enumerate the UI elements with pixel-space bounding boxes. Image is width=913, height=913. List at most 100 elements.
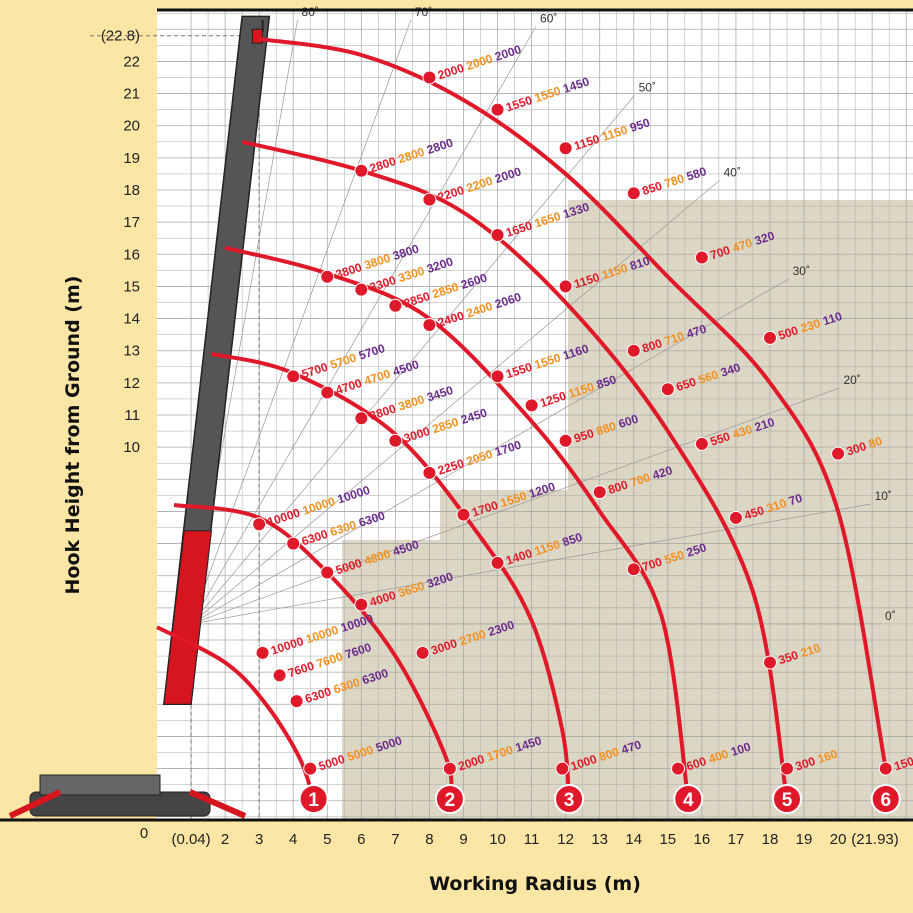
load-value: 710 <box>659 329 686 350</box>
x-tick-label: 2 <box>221 831 229 848</box>
load-value: 430 <box>728 422 755 443</box>
x-tick-label: 13 <box>591 831 608 848</box>
y-tick-label: 21 <box>123 86 140 103</box>
load-label: 450 310 70 <box>743 491 805 523</box>
angle-ray <box>190 26 537 625</box>
curve-badge-number: 5 <box>782 790 793 811</box>
x-tick-label: 4 <box>289 831 297 848</box>
load-label: 1550 1550 1160 <box>504 341 591 381</box>
load-label: 800 700 420 <box>606 463 674 497</box>
angle-rays: 80˚ 70˚ 60˚ 50˚ 40˚ 30˚ 20˚ 10˚ 0˚ <box>190 5 896 625</box>
load-point <box>422 318 437 332</box>
load-point <box>490 555 505 570</box>
load-value: 250 <box>682 540 709 561</box>
y-tick-label: 22 <box>123 53 140 70</box>
load-point <box>320 565 335 580</box>
x-tick-label: (0.04) <box>171 831 210 848</box>
angle-label: 30˚ <box>793 264 810 278</box>
curve-badge-number: 4 <box>683 790 694 811</box>
load-label: 150 <box>892 754 913 774</box>
load-value: 850 <box>557 530 584 551</box>
crane-outrigger-right <box>188 789 247 819</box>
load-point <box>354 163 369 178</box>
load-point <box>354 411 369 426</box>
load-point <box>592 485 607 500</box>
load-value: 800 <box>606 477 630 497</box>
y-tick-label: 17 <box>123 214 140 231</box>
load-point <box>728 510 743 525</box>
x-tick-label: 18 <box>762 831 779 848</box>
load-point <box>831 446 846 461</box>
load-value: 780 <box>659 171 686 192</box>
load-label: 650 560 340 <box>674 360 742 394</box>
load-value: 950 <box>572 426 596 446</box>
load-point <box>255 645 270 660</box>
x-tick-label: 5 <box>323 831 331 848</box>
x-tick-label: 6 <box>357 831 365 848</box>
load-label: 950 880 600 <box>572 412 640 446</box>
curve-badge-number: 2 <box>445 790 456 811</box>
curve-badge-2 <box>434 784 465 814</box>
angle-label: 70˚ <box>415 5 432 19</box>
load-value: 470 <box>728 236 755 257</box>
x-tick-label: 10 <box>489 831 506 848</box>
curve-badge-3 <box>554 784 585 814</box>
dashed-guides <box>90 35 260 820</box>
load-point <box>422 192 437 207</box>
load-value: 850 <box>640 178 664 198</box>
angle-ray <box>190 387 840 625</box>
y-axis-title: Hook Height from Ground (m) <box>62 276 84 595</box>
load-value: 550 <box>708 429 732 449</box>
x-tick-label: 15 <box>659 831 676 848</box>
curve-badge-6 <box>870 784 901 814</box>
y-tick-label: 18 <box>123 182 140 199</box>
load-value: 580 <box>682 164 709 185</box>
load-value: 470 <box>616 737 643 758</box>
load-label: 300 160 <box>794 747 840 774</box>
load-value: 700 <box>640 555 664 575</box>
load-point <box>272 668 287 683</box>
load-point <box>490 369 505 384</box>
load-value: 700 <box>625 470 652 491</box>
load-value: 400 <box>704 747 731 768</box>
angle-label: 60˚ <box>540 11 557 25</box>
y-tick-label: 13 <box>123 343 140 360</box>
angle-ray <box>190 503 871 625</box>
crane-boom-base <box>163 530 213 705</box>
load-value: 70 <box>784 491 805 510</box>
x-tick-label: 12 <box>557 831 574 848</box>
load-value: 500 <box>777 323 801 343</box>
load-label: 600 400 100 <box>685 739 753 773</box>
load-point <box>388 433 403 448</box>
x-tick-label: 17 <box>728 831 745 848</box>
angle-label: 40˚ <box>724 165 741 179</box>
load-label: 850 780 580 <box>640 164 708 198</box>
load-value: 210 <box>750 415 777 436</box>
load-value: 310 <box>762 496 789 517</box>
y-tick-label: 15 <box>123 278 140 295</box>
angle-ray <box>190 95 635 625</box>
load-point <box>558 141 573 156</box>
load-point <box>694 250 709 265</box>
load-value: 80 <box>864 434 885 453</box>
load-curve-6 <box>258 36 888 769</box>
load-point <box>878 761 893 776</box>
load-point <box>555 761 570 776</box>
angle-ray <box>190 19 412 625</box>
angle-label: 20˚ <box>843 373 860 387</box>
crane-hook <box>251 28 263 44</box>
load-point <box>456 507 471 522</box>
load-value: 800 <box>640 336 664 356</box>
grid <box>157 10 913 820</box>
load-value: 150 <box>892 754 913 774</box>
load-value: 560 <box>693 367 720 388</box>
load-point <box>490 102 505 117</box>
load-point <box>660 382 675 397</box>
x-tick-label: 19 <box>796 831 813 848</box>
y-axis-ticks: (22.8) 22 21 20 19 18 17 16 15 14 13 12 11 10 <box>101 28 140 456</box>
curve-badge-number: 1 <box>308 790 319 811</box>
load-point <box>422 70 437 85</box>
y-tick-label: 20 <box>123 118 140 135</box>
